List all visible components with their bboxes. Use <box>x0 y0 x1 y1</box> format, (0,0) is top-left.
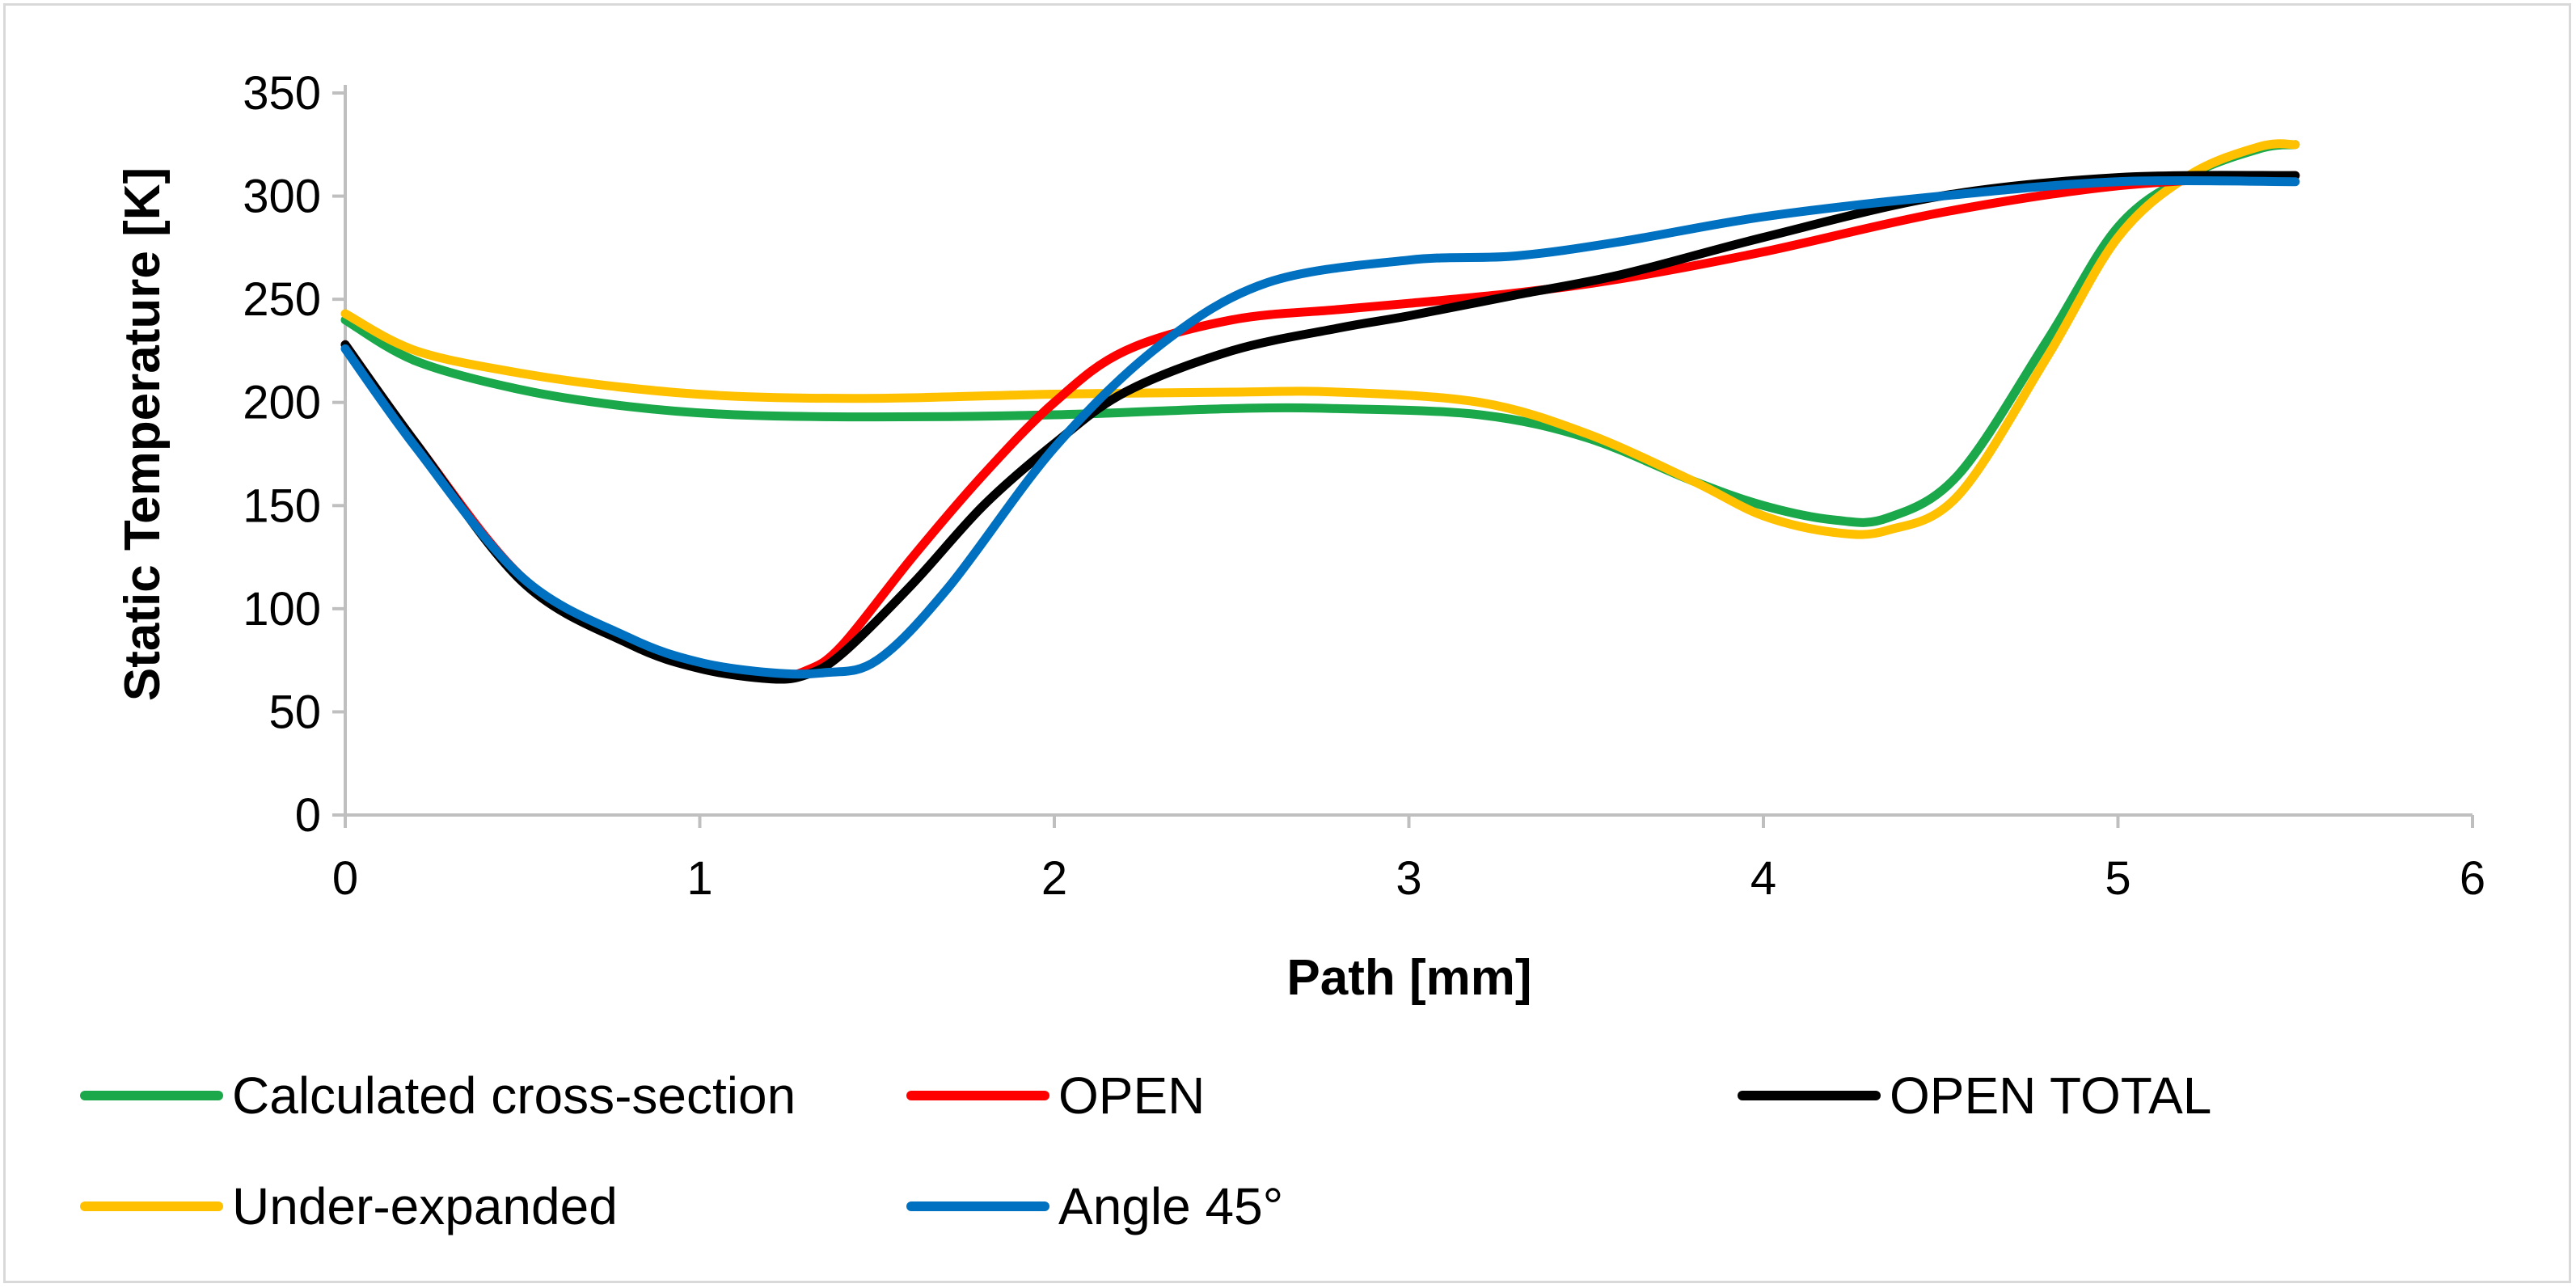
series-line-calculated-cross-section <box>340 140 2300 527</box>
y-tick-label: 100 <box>243 583 321 636</box>
legend-label-open-total: OPEN TOTAL <box>1890 1066 2211 1125</box>
x-axis-title: Path [mm] <box>1286 950 1531 1006</box>
x-tick-label: 5 <box>2105 852 2130 905</box>
legend-label-angle-45: Angle 45° <box>1058 1177 1283 1235</box>
series-line-open-total <box>340 171 2300 684</box>
legend-label-calculated-cross-section: Calculated cross-section <box>232 1066 796 1125</box>
chart-frame: 0 50 100 150 200 250 300 350 0 1 2 3 4 5 6 Path [mm] S… <box>3 3 2571 1283</box>
y-axis-title: Static Temperature [K] <box>115 167 171 701</box>
legend-label-open: OPEN <box>1058 1066 1205 1125</box>
y-tick-label: 200 <box>243 377 321 429</box>
y-tick-label: 350 <box>243 67 321 120</box>
x-tick-label: 4 <box>1750 852 1776 905</box>
y-tick-label: 50 <box>268 686 321 738</box>
series-line-under-expanded <box>340 139 2300 539</box>
y-tick-label: 250 <box>243 273 321 326</box>
series-line-angle-45 <box>340 175 2300 679</box>
y-tick-label: 300 <box>243 171 321 223</box>
legend-label-under-expanded: Under-expanded <box>232 1177 618 1235</box>
x-tick-label: 2 <box>1041 852 1067 905</box>
series-layer <box>340 139 2300 684</box>
legend: Calculated cross-section OPEN OPEN TOTAL Un… <box>80 1066 2211 1235</box>
y-tick-label: 0 <box>295 789 321 842</box>
x-tick-label: 6 <box>2460 852 2485 905</box>
y-tick-label: 150 <box>243 479 321 532</box>
x-tick-label: 3 <box>1396 852 1421 905</box>
axes: 0 50 100 150 200 250 300 350 0 1 2 3 4 5 6 <box>243 67 2485 905</box>
x-tick-label: 1 <box>686 852 712 905</box>
x-tick-label: 0 <box>332 852 358 905</box>
chart-svg: 0 50 100 150 200 250 300 350 0 1 2 3 4 5 6 Path [mm] S… <box>80 67 2485 1235</box>
